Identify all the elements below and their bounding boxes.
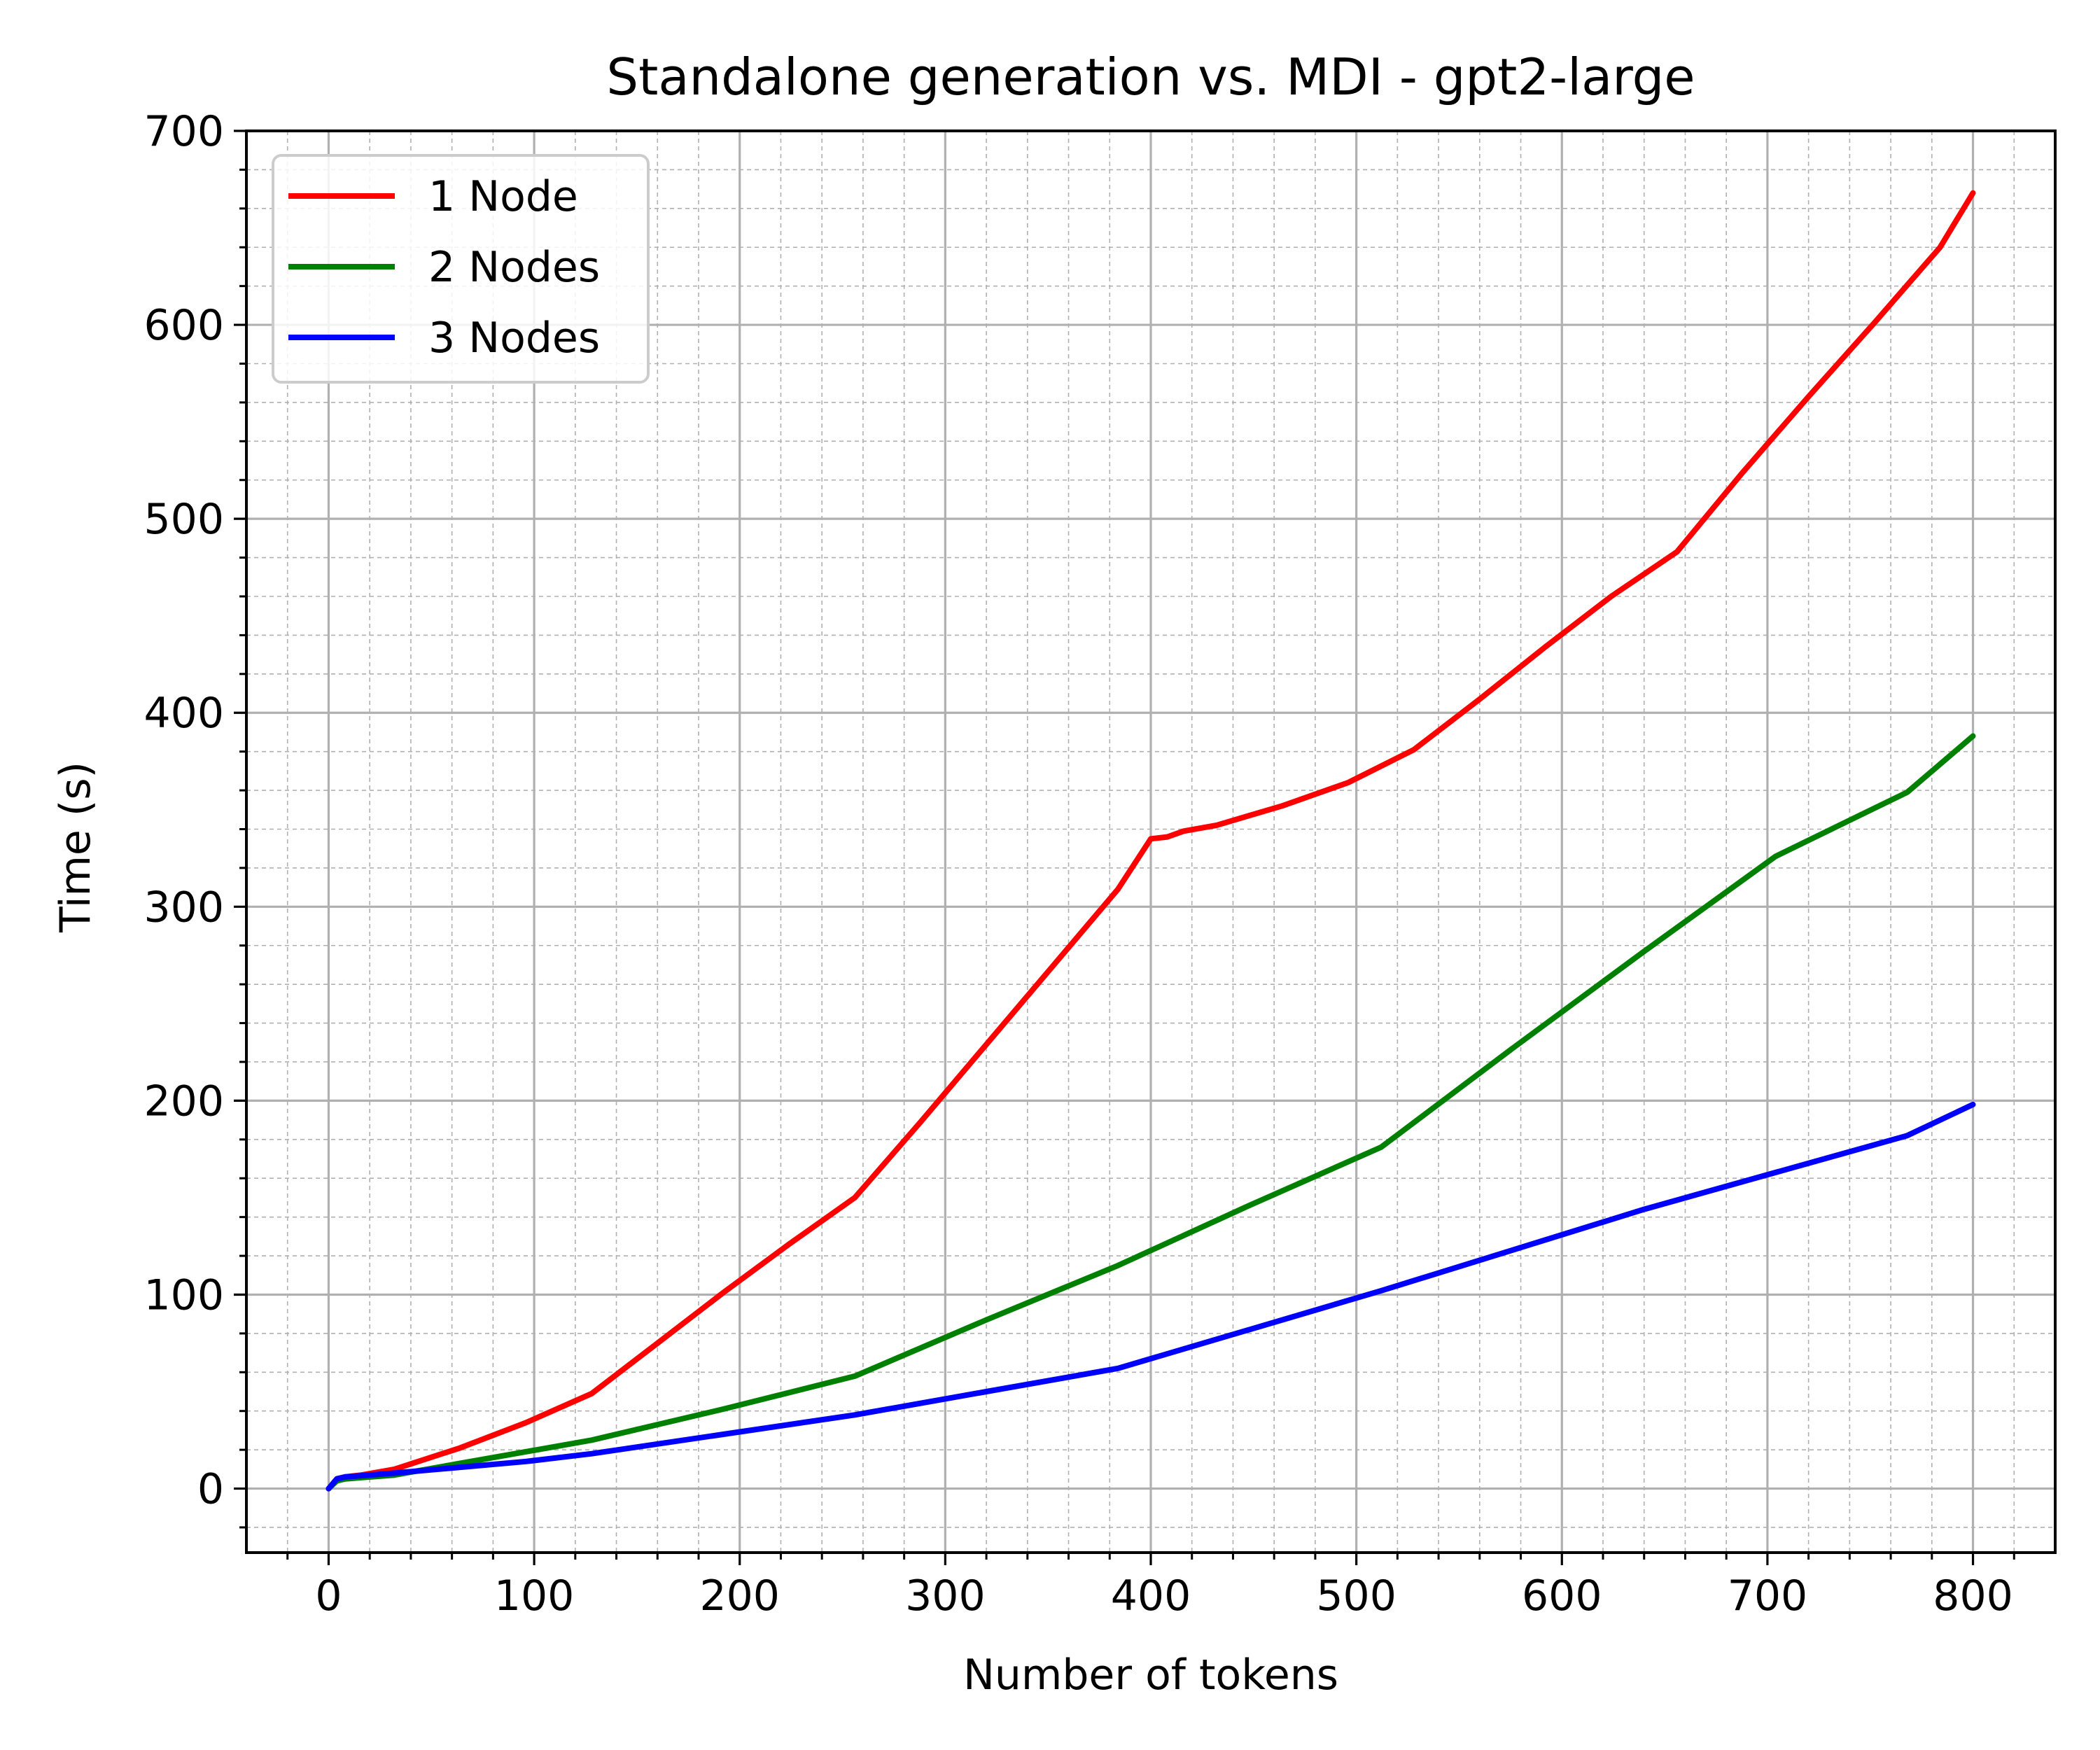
y-tick-label: 600 — [144, 301, 224, 350]
x-tick-label: 700 — [1728, 1572, 1808, 1620]
y-tick-label: 200 — [144, 1077, 224, 1126]
axis-ticks — [234, 130, 2015, 1565]
series-line-3 — [326, 1101, 1976, 1492]
x-tick-label: 500 — [1316, 1572, 1396, 1620]
x-tick-label: 600 — [1522, 1572, 1602, 1620]
legend-label-3: 3 Nodes — [428, 314, 600, 363]
legend-label-1: 1 Node — [428, 172, 578, 221]
y-tick-label: 100 — [144, 1270, 224, 1320]
y-tick-label: 300 — [144, 883, 224, 932]
x-tick-label: 300 — [905, 1572, 986, 1620]
y-tick-label: 400 — [144, 689, 224, 738]
x-axis-label: Number of tokens — [963, 1651, 1338, 1700]
y-tick-label: 500 — [144, 495, 224, 544]
legend: 1 Node 2 Nodes 3 Nodes — [272, 154, 650, 384]
legend-box — [272, 154, 650, 384]
x-tick-label: 400 — [1111, 1572, 1191, 1620]
x-tick-label: 800 — [1933, 1572, 2013, 1620]
legend-label-2: 2 Nodes — [428, 243, 600, 292]
y-tick-label: 0 — [197, 1465, 224, 1514]
x-tick-label: 0 — [315, 1572, 342, 1620]
x-tick-label: 100 — [494, 1572, 575, 1620]
y-tick-label: 700 — [144, 107, 224, 156]
x-tick-label: 200 — [699, 1572, 780, 1620]
series-layer — [326, 190, 1976, 1492]
series-line-1 — [326, 190, 1976, 1492]
y-axis-label: Time (s) — [51, 762, 100, 933]
tick-labels: 0 100 200 300 400 500 600 700 800 0 100 200 300 400 50… — [144, 107, 2012, 1620]
chart-title: Standalone generation vs. MDI - gpt2-lar… — [606, 48, 1695, 106]
